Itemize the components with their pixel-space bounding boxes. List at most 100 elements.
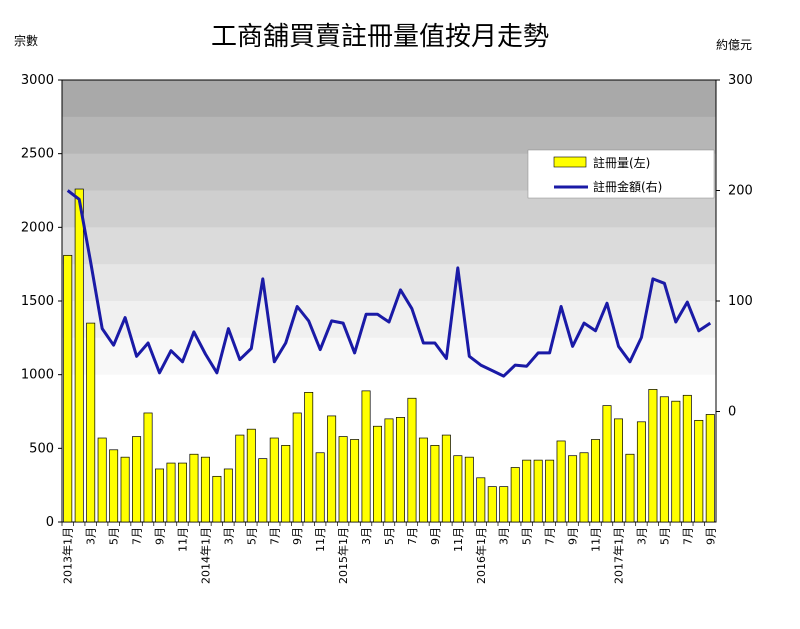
x-tick-label: 9月 [704,527,717,545]
bar [487,486,497,523]
bar [625,453,635,523]
legend-bar-swatch [553,156,587,168]
bar [441,434,451,523]
plot-band [62,227,716,265]
bar [671,400,681,523]
bar [476,477,486,523]
plot-band [62,337,716,376]
bar-series-group [63,188,715,523]
x-tick-label: 2016年1月 [474,527,488,584]
legend: 註冊量(左) 註冊金額(右) [527,149,715,199]
bar [86,322,96,523]
x-tick-label: 5月 [658,527,671,545]
bar [258,458,268,523]
bar [694,419,704,523]
left-tick-label: 2500 [21,147,54,162]
right-axis-label: 約億元 [716,37,752,52]
x-tick-label: 2017年1月 [612,527,626,584]
x-tick-label: 3月 [222,527,235,545]
bar [177,462,187,523]
bar [591,439,601,523]
right-tick-label: 100 [728,294,753,309]
line-series-group [66,189,712,378]
x-tick-label: 5月 [108,527,121,545]
bar [235,434,245,523]
x-tick-label: 2014年1月 [198,527,212,584]
bar [189,453,199,523]
x-tick-label: 7月 [544,527,557,545]
x-tick-label: 2015年1月 [336,527,350,584]
left-axis-label: 宗數 [14,33,38,48]
bar [522,459,532,523]
plot-band [62,116,716,155]
x-tick-label: 11月 [177,527,190,552]
chart-title: 工商舖買賣註冊量值按月走勢 [211,22,549,52]
bar [361,390,371,523]
bar [602,405,612,523]
bar [132,436,142,523]
x-tick-label: 9月 [291,527,304,545]
bar [338,436,348,523]
bar [109,449,119,523]
x-tick-label: 3月 [360,527,373,545]
legend-line-label: 註冊金額(右) [593,179,662,194]
bar [212,475,222,523]
bar [510,467,520,523]
bar [350,439,360,523]
bar [705,414,715,523]
bar [579,452,589,523]
bar [395,417,405,523]
x-tick-label: 9月 [567,527,580,545]
left-tick-label: 2000 [21,220,54,235]
bar [556,440,566,523]
bar [636,421,646,523]
left-tick-label: 1000 [21,368,54,383]
x-tick-label: 5月 [383,527,396,545]
bar [499,486,509,523]
x-tick-label: 7月 [681,527,694,545]
x-tick-label: 2013年1月 [61,527,75,584]
x-tick-label: 3月 [498,527,511,545]
x-tick-label: 3月 [85,527,98,545]
bar [613,418,623,523]
bar [281,445,291,523]
left-tick-label: 0 [46,515,54,530]
axes: 0 500 1000 1500 2000 2500 3000 0 100 200 300 2013年1… [21,73,753,584]
bar [327,415,337,523]
x-tick-label: 11月 [590,527,603,552]
bar [545,459,555,523]
right-tick-label: 0 [728,405,736,420]
x-tick-label: 3月 [635,527,648,545]
line-series [66,189,712,378]
bar [304,391,314,523]
bar [120,456,130,523]
x-tick-label: 7月 [406,527,419,545]
left-tick-label: 1500 [21,294,54,309]
bar [269,437,279,523]
bar [74,188,84,523]
bar [246,428,256,523]
bar [533,459,543,523]
x-tick-label: 7月 [131,527,144,545]
x-tick-label: 5月 [245,527,258,545]
bar [568,455,578,523]
left-tick-label: 3000 [21,73,54,88]
bar [223,468,233,523]
bar [648,389,658,523]
bar [292,412,302,523]
bar [373,425,383,523]
x-tick-label: 9月 [429,527,442,545]
bar [200,456,210,523]
bar [464,456,474,523]
x-tick-label: 7月 [268,527,281,545]
bar [418,437,428,523]
bar [315,452,325,523]
right-tick-label: 200 [728,184,753,199]
x-tick-label: 11月 [314,527,327,552]
bar [682,394,692,523]
plot-band [62,264,716,302]
plot-band [62,374,716,412]
bar [384,418,394,523]
